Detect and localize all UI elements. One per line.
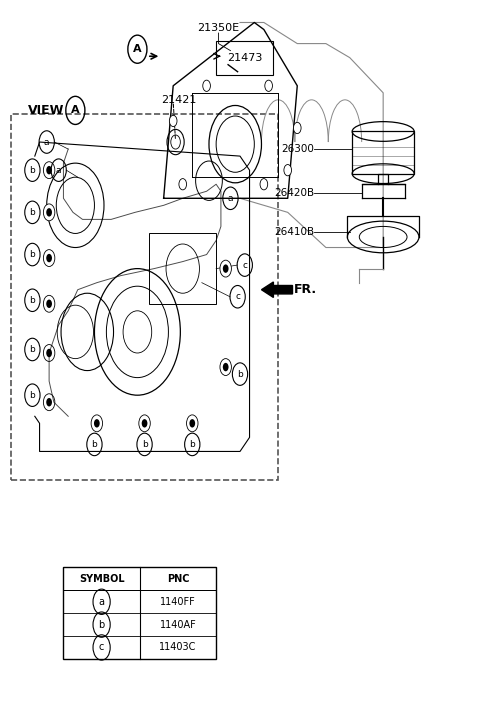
Text: a: a [98,597,105,606]
Circle shape [260,179,268,190]
Circle shape [142,419,147,428]
Circle shape [46,166,52,174]
Text: c: c [99,642,104,652]
Circle shape [94,419,100,428]
Circle shape [46,299,52,308]
Text: c: c [235,292,240,301]
Circle shape [43,394,55,411]
Text: 1140FF: 1140FF [160,597,196,606]
Circle shape [43,162,55,179]
Text: b: b [30,296,36,305]
Text: FR.: FR. [293,283,317,297]
Circle shape [43,204,55,221]
Text: b: b [142,440,147,449]
Circle shape [179,179,187,190]
Bar [149,234,216,304]
Circle shape [46,208,52,217]
Circle shape [220,359,231,376]
Text: 26420B: 26420B [274,188,314,198]
Text: b: b [92,440,97,449]
Text: b: b [30,345,36,354]
Bar [63,568,216,590]
Text: b: b [30,208,36,217]
Text: b: b [30,390,36,400]
Circle shape [43,295,55,312]
Text: 26410B: 26410B [274,227,314,237]
Circle shape [203,80,210,91]
Circle shape [223,264,228,273]
Text: SYMBOL: SYMBOL [79,574,124,584]
Text: b: b [98,620,105,630]
Text: VIEW: VIEW [28,104,64,117]
Text: 26300: 26300 [281,144,314,154]
Text: b: b [190,440,195,449]
Circle shape [223,363,228,371]
Text: b: b [30,250,36,259]
Bar [63,568,216,659]
Text: a: a [44,138,49,147]
Circle shape [46,349,52,357]
Circle shape [46,398,52,407]
Circle shape [187,415,198,432]
Circle shape [284,164,291,176]
Circle shape [139,415,150,432]
Text: A: A [71,105,80,115]
Circle shape [265,80,273,91]
Text: b: b [30,166,36,174]
Text: PNC: PNC [167,574,189,584]
Circle shape [91,415,103,432]
Text: A: A [133,44,142,54]
Circle shape [220,261,231,277]
Text: 21421: 21421 [161,95,197,104]
Text: b: b [237,370,243,378]
Bar [352,131,414,174]
Circle shape [293,122,301,133]
Text: a: a [228,193,233,203]
FancyArrow shape [262,282,292,297]
Circle shape [43,345,55,361]
Circle shape [190,419,195,428]
Circle shape [46,254,52,263]
Bar [11,114,278,479]
Text: a: a [56,166,61,174]
Circle shape [169,115,177,126]
Text: 11403C: 11403C [159,642,197,652]
Text: c: c [242,261,247,270]
Text: 21473: 21473 [227,54,263,64]
Text: 21350E: 21350E [197,23,240,33]
Circle shape [43,250,55,266]
Text: 1140AF: 1140AF [159,620,196,630]
